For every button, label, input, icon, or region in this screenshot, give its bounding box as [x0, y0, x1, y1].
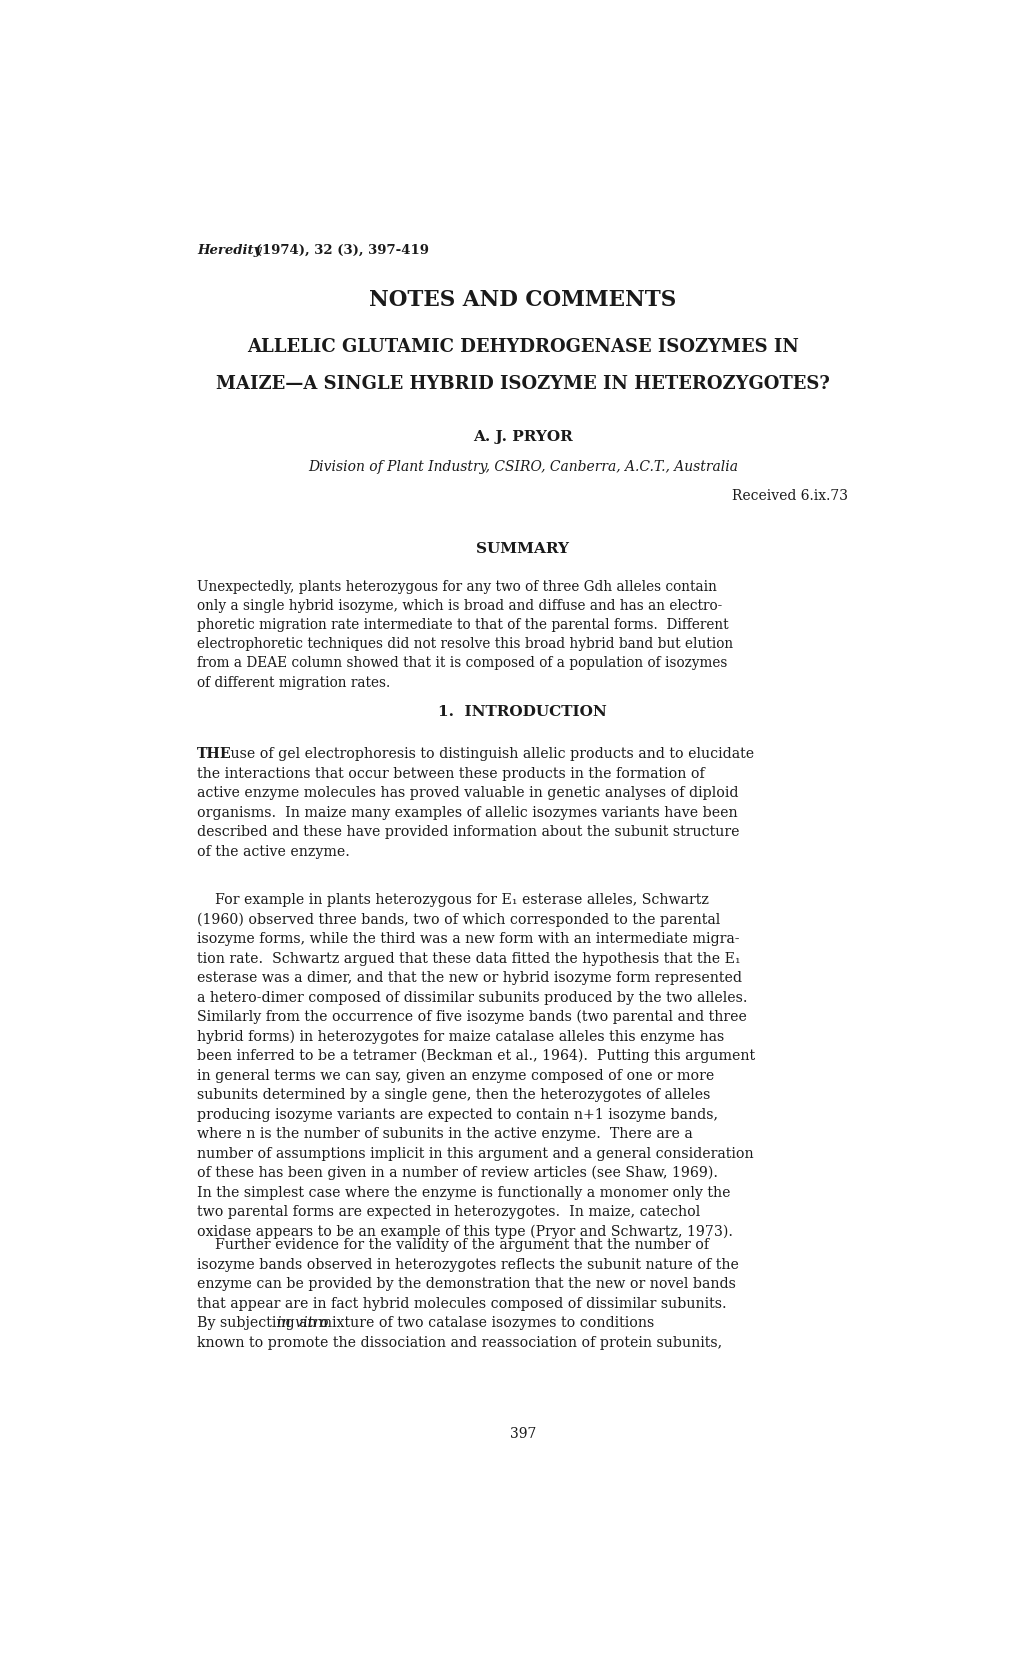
- Text: from a DEAE column showed that it is composed of a population of isozymes: from a DEAE column showed that it is com…: [197, 656, 727, 671]
- Text: oxidase appears to be an example of this type (Pryor and Schwartz, 1973).: oxidase appears to be an example of this…: [197, 1225, 733, 1238]
- Text: the interactions that occur between these products in the formation of: the interactions that occur between thes…: [197, 767, 704, 780]
- Text: described and these have provided information about the subunit structure: described and these have provided inform…: [197, 825, 739, 840]
- Text: of the active enzyme.: of the active enzyme.: [197, 845, 350, 858]
- Text: (1960) observed three bands, two of which corresponded to the parental: (1960) observed three bands, two of whic…: [197, 912, 719, 927]
- Text: of different migration rates.: of different migration rates.: [197, 676, 390, 689]
- Text: For example in plants heterozygous for E₁ esterase alleles, Schwartz: For example in plants heterozygous for E…: [197, 894, 708, 907]
- Text: isozyme forms, while the third was a new form with an intermediate migra-: isozyme forms, while the third was a new…: [197, 932, 739, 947]
- Text: a hetero-dimer composed of dissimilar subunits produced by the two alleles.: a hetero-dimer composed of dissimilar su…: [197, 990, 747, 1005]
- Text: THE: THE: [197, 747, 231, 760]
- Text: organisms.  In maize many examples of allelic isozymes variants have been: organisms. In maize many examples of all…: [197, 805, 737, 820]
- Text: MAIZE—A SINGLE HYBRID ISOZYME IN HETEROZYGOTES?: MAIZE—A SINGLE HYBRID ISOZYME IN HETEROZ…: [216, 375, 828, 392]
- Text: By subjecting an: By subjecting an: [197, 1316, 321, 1331]
- Text: In the simplest case where the enzyme is functionally a monomer only the: In the simplest case where the enzyme is…: [197, 1185, 730, 1200]
- Text: number of assumptions implicit in this argument and a general consideration: number of assumptions implicit in this a…: [197, 1147, 753, 1160]
- Text: Similarly from the occurrence of five isozyme bands (two parental and three: Similarly from the occurrence of five is…: [197, 1010, 746, 1025]
- Text: NOTES AND COMMENTS: NOTES AND COMMENTS: [369, 289, 676, 311]
- Text: Further evidence for the validity of the argument that the number of: Further evidence for the validity of the…: [197, 1238, 708, 1253]
- Text: known to promote the dissociation and reassociation of protein subunits,: known to promote the dissociation and re…: [197, 1336, 721, 1351]
- Text: esterase was a dimer, and that the new or hybrid isozyme form represented: esterase was a dimer, and that the new o…: [197, 972, 742, 985]
- Text: Heredity: Heredity: [197, 243, 261, 256]
- Text: in vitro: in vitro: [276, 1316, 328, 1331]
- Text: subunits determined by a single gene, then the heterozygotes of alleles: subunits determined by a single gene, th…: [197, 1088, 710, 1103]
- Text: Division of Plant Industry, CSIRO, Canberra, A.C.T., Australia: Division of Plant Industry, CSIRO, Canbe…: [308, 460, 737, 474]
- Text: in general terms we can say, given an enzyme composed of one or more: in general terms we can say, given an en…: [197, 1069, 713, 1083]
- Text: enzyme can be provided by the demonstration that the new or novel bands: enzyme can be provided by the demonstrat…: [197, 1278, 736, 1291]
- Text: where n is the number of subunits in the active enzyme.  There are a: where n is the number of subunits in the…: [197, 1127, 692, 1141]
- Text: phoretic migration rate intermediate to that of the parental forms.  Different: phoretic migration rate intermediate to …: [197, 618, 729, 631]
- Text: SUMMARY: SUMMARY: [476, 542, 569, 555]
- Text: 397: 397: [510, 1427, 535, 1441]
- Text: electrophoretic techniques did not resolve this broad hybrid band but elution: electrophoretic techniques did not resol…: [197, 638, 733, 651]
- Text: Unexpectedly, plants heterozygous for any two of three Gdh alleles contain: Unexpectedly, plants heterozygous for an…: [197, 580, 716, 593]
- Text: A. J. PRYOR: A. J. PRYOR: [473, 430, 572, 445]
- Text: two parental forms are expected in heterozygotes.  In maize, catechol: two parental forms are expected in heter…: [197, 1205, 700, 1220]
- Text: active enzyme molecules has proved valuable in genetic analyses of diploid: active enzyme molecules has proved valua…: [197, 787, 738, 800]
- Text: producing isozyme variants are expected to contain n+1 isozyme bands,: producing isozyme variants are expected …: [197, 1108, 717, 1122]
- Text: tion rate.  Schwartz argued that these data fitted the hypothesis that the E₁: tion rate. Schwartz argued that these da…: [197, 952, 740, 965]
- Text: of these has been given in a number of review articles (see Shaw, 1969).: of these has been given in a number of r…: [197, 1165, 717, 1180]
- Text: use of gel electrophoresis to distinguish allelic products and to elucidate: use of gel electrophoresis to distinguis…: [225, 747, 753, 760]
- Text: isozyme bands observed in heterozygotes reflects the subunit nature of the: isozyme bands observed in heterozygotes …: [197, 1258, 739, 1271]
- Text: (1974), 32 (3), 397-419: (1974), 32 (3), 397-419: [251, 243, 429, 256]
- Text: Received 6.ix.73: Received 6.ix.73: [732, 489, 848, 503]
- Text: been inferred to be a tetramer (Beckman et al., 1964).  Putting this argument: been inferred to be a tetramer (Beckman …: [197, 1050, 755, 1063]
- Text: mixture of two catalase isozymes to conditions: mixture of two catalase isozymes to cond…: [314, 1316, 653, 1331]
- Text: only a single hybrid isozyme, which is broad and diffuse and has an electro-: only a single hybrid isozyme, which is b…: [197, 598, 721, 613]
- Text: ALLELIC GLUTAMIC DEHYDROGENASE ISOZYMES IN: ALLELIC GLUTAMIC DEHYDROGENASE ISOZYMES …: [247, 339, 798, 357]
- Text: that appear are in fact hybrid molecules composed of dissimilar subunits.: that appear are in fact hybrid molecules…: [197, 1298, 727, 1311]
- Text: 1.  INTRODUCTION: 1. INTRODUCTION: [438, 704, 606, 719]
- Text: hybrid forms) in heterozygotes for maize catalase alleles this enzyme has: hybrid forms) in heterozygotes for maize…: [197, 1030, 723, 1043]
